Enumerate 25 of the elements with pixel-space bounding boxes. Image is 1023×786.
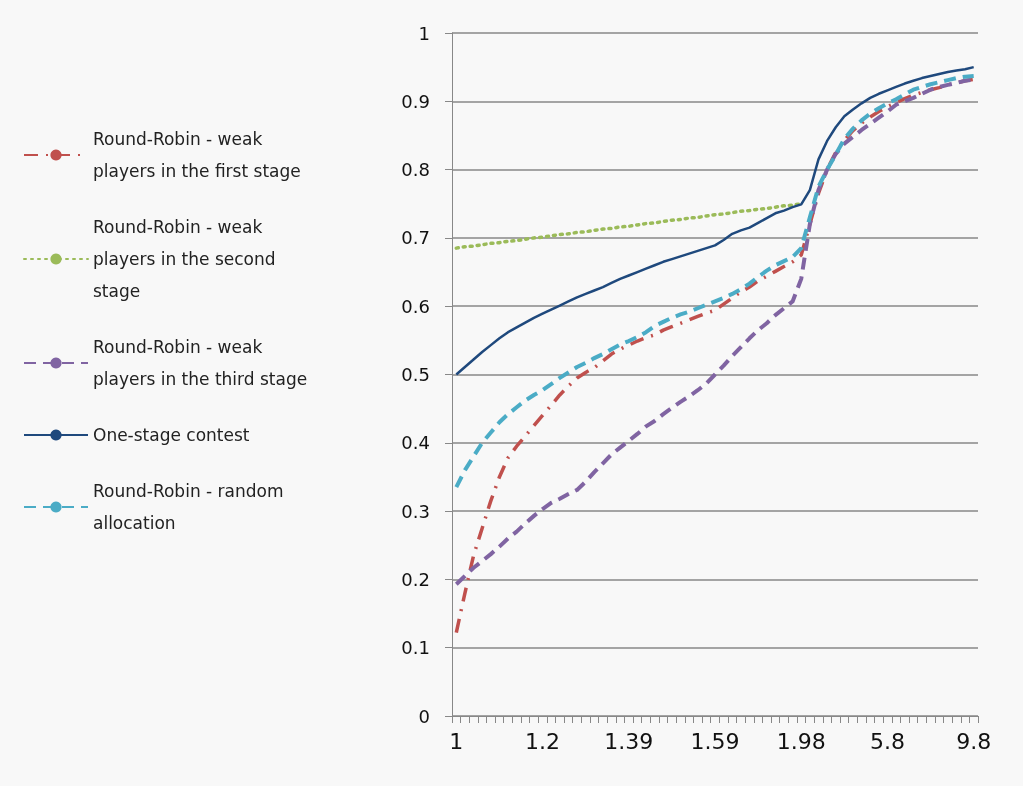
- legend-label: Round-Robin - random allocation: [93, 481, 289, 533]
- y-tick-label: 0: [418, 705, 430, 727]
- y-tick-label: 1: [418, 22, 430, 44]
- x-tick-label: 9.8: [956, 728, 992, 754]
- legend-label: Round-Robin - weak players in the third stage: [93, 337, 308, 389]
- x-tick-label: 1.59: [690, 728, 740, 754]
- y-tick-label: 0.4: [401, 432, 430, 454]
- y-tick-label: 0.6: [401, 295, 430, 317]
- y-tick-label: 0.5: [401, 364, 430, 385]
- x-tick-label: 1.98: [776, 728, 826, 754]
- y-tick-label: 0.2: [401, 568, 430, 590]
- legend-label: Round-Robin - weak players in the second stage: [93, 217, 281, 301]
- legend-label: One-stage contest: [93, 425, 250, 445]
- y-tick-label: 0.1: [401, 637, 430, 659]
- y-tick-label: 0.7: [401, 227, 430, 249]
- y-tick-label: 0.9: [401, 90, 430, 112]
- y-tick-label: 0.8: [401, 159, 430, 181]
- x-tick-label: 1.39: [604, 728, 654, 754]
- x-tick-label: 1.2: [525, 728, 561, 754]
- x-tick-label: 5.8: [869, 728, 905, 754]
- x-tick-label: 1: [449, 728, 464, 754]
- legend-label: Round-Robin - weak players in the first stage: [93, 129, 301, 181]
- line-series: [455, 65, 975, 376]
- line-series: [454, 202, 803, 250]
- y-tick-label: 0.3: [401, 500, 430, 522]
